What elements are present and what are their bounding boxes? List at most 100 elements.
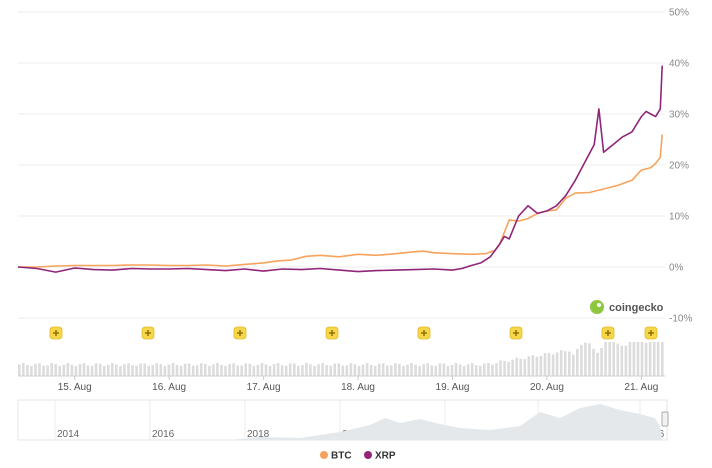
- volume-bar: [414, 364, 417, 376]
- volume-bar: [535, 356, 539, 376]
- news-plus-icon[interactable]: [509, 326, 523, 340]
- volume-bar: [341, 365, 345, 376]
- volume-bar: [293, 363, 296, 376]
- volume-bar: [90, 365, 94, 376]
- volume-bar: [588, 343, 591, 376]
- volume-bar: [559, 350, 563, 376]
- volume-bar: [26, 364, 29, 376]
- volume-bar: [369, 364, 373, 376]
- volume-bar: [361, 364, 365, 376]
- volume-bar: [297, 365, 300, 376]
- volume-bar: [600, 348, 603, 376]
- legend-swatch: [364, 451, 372, 459]
- volume-bar: [584, 342, 587, 376]
- volume-bar: [365, 363, 369, 376]
- volume-bar: [644, 343, 648, 376]
- volume-bar: [446, 365, 450, 376]
- volume-bar: [563, 351, 567, 376]
- range-navigator[interactable]: 2014201620182020202220242026: [17, 399, 669, 441]
- news-plus-icon[interactable]: [417, 326, 431, 340]
- volume-bar: [576, 348, 579, 376]
- volume-bar: [612, 342, 615, 376]
- volume-bar: [337, 363, 341, 376]
- news-plus-icon[interactable]: [233, 326, 247, 340]
- volume-bar: [248, 363, 252, 376]
- volume-bar: [102, 365, 106, 376]
- y-tick-label: 20%: [669, 161, 689, 172]
- volume-bar: [531, 355, 535, 376]
- volume-bar: [268, 366, 272, 376]
- news-plus-icon[interactable]: [325, 326, 339, 340]
- x-tick-label: 21. Aug: [624, 382, 658, 393]
- volume-bar: [523, 359, 527, 376]
- volume-bar: [438, 363, 442, 376]
- volume-bar: [301, 365, 304, 376]
- y-tick-label: 40%: [669, 59, 689, 70]
- volume-bar: [151, 365, 154, 376]
- volume-bar: [430, 365, 434, 376]
- volume-bar: [503, 360, 506, 376]
- grid-lines: [18, 11, 665, 319]
- navigator-year-label: 2014: [57, 429, 80, 440]
- volume-bar: [260, 363, 264, 376]
- volume-bar: [280, 365, 284, 376]
- volume-bar: [191, 365, 195, 376]
- news-plus-icon[interactable]: [141, 326, 155, 340]
- volume-bar: [402, 365, 405, 376]
- volume-bar: [474, 365, 478, 376]
- volume-bar: [353, 364, 357, 376]
- volume-bar: [183, 363, 187, 376]
- news-plus-icon[interactable]: [49, 326, 63, 340]
- volume-bar: [454, 363, 458, 376]
- volume-bar: [187, 363, 191, 376]
- volume-bar: [309, 364, 312, 376]
- legend-item-xrp[interactable]: XRP: [364, 451, 396, 462]
- volume-bar: [349, 363, 353, 376]
- volume-bar: [551, 354, 555, 376]
- volume-bar: [107, 364, 110, 376]
- volume-bar: [22, 363, 25, 376]
- volume-bar: [394, 363, 397, 376]
- volume-bar: [495, 363, 498, 376]
- volume-bar: [175, 365, 179, 376]
- volume-bar: [46, 365, 49, 376]
- volume-bar: [155, 363, 159, 376]
- legend-label: XRP: [375, 451, 396, 462]
- coingecko-watermark: coingecko: [590, 300, 664, 314]
- volume-bar: [127, 363, 130, 376]
- volume-bar: [527, 356, 531, 376]
- x-tick-label: 19. Aug: [436, 382, 470, 393]
- volume-bar: [442, 363, 446, 376]
- volume-bar: [511, 359, 514, 376]
- navigator-handle[interactable]: [661, 411, 669, 427]
- volume-bar: [167, 364, 171, 376]
- volume-bar: [86, 365, 90, 376]
- volume-bar: [94, 363, 98, 376]
- volume-bar: [70, 364, 74, 376]
- volume-bar: [652, 342, 656, 376]
- y-tick-label: 0%: [669, 263, 684, 274]
- volume-bar: [398, 363, 401, 376]
- volume-bar: [305, 363, 308, 376]
- x-tick-label: 20. Aug: [530, 382, 564, 393]
- volume-bar: [171, 363, 175, 376]
- news-plus-icon[interactable]: [601, 326, 615, 340]
- volume-bar: [458, 364, 462, 376]
- legend-item-btc[interactable]: BTC: [320, 451, 352, 462]
- volume-bar: [30, 365, 33, 376]
- volume-bar: [636, 342, 640, 376]
- volume-bar: [580, 344, 583, 376]
- volume-bar: [115, 364, 118, 376]
- volume-bar: [159, 364, 163, 376]
- news-markers[interactable]: [49, 326, 658, 340]
- volume-bar: [462, 366, 466, 376]
- volume-bar: [329, 365, 332, 376]
- volume-bar: [568, 351, 571, 376]
- volume-bar: [466, 364, 470, 376]
- volume-bar: [422, 364, 425, 376]
- news-plus-icon[interactable]: [644, 326, 658, 340]
- volume-bar: [345, 365, 349, 376]
- volume-bar: [272, 364, 276, 376]
- volume-bar: [264, 364, 268, 376]
